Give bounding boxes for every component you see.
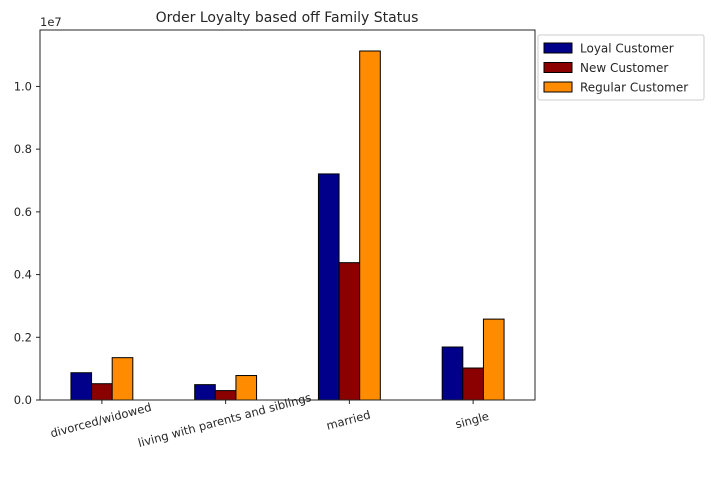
legend-swatch xyxy=(543,42,573,54)
bar xyxy=(111,357,134,401)
legend-label: Regular Customer xyxy=(580,81,688,95)
bar xyxy=(91,383,113,401)
y-tick-label: 0.6 xyxy=(14,205,32,219)
bar xyxy=(70,372,93,401)
legend-box xyxy=(537,34,705,101)
bar xyxy=(194,384,216,401)
bar xyxy=(482,318,505,401)
legend-label: New Customer xyxy=(580,61,668,75)
bar xyxy=(359,50,381,401)
bar xyxy=(214,390,237,401)
plot-frame xyxy=(39,29,536,401)
legend-swatch xyxy=(543,62,573,73)
y-tick-label: 0.2 xyxy=(14,330,32,344)
y-tick-label: 0.0 xyxy=(14,393,32,407)
legend-swatch xyxy=(543,81,573,93)
bar xyxy=(338,262,361,401)
bar xyxy=(235,375,258,401)
y-tick-label: 1.0 xyxy=(14,79,32,93)
bar xyxy=(317,173,340,401)
chart-title: Order Loyalty based off Family Status xyxy=(156,10,419,26)
x-tick-label: single xyxy=(454,409,491,431)
y-tick-label: 0.8 xyxy=(14,142,32,156)
x-tick-label: divorced/widowed xyxy=(49,400,153,440)
legend: Loyal Customer New Customer Regular Custom… xyxy=(537,34,705,101)
legend-label: Loyal Customer xyxy=(580,42,674,56)
bar xyxy=(462,367,484,401)
bars-layer xyxy=(70,50,505,401)
bar xyxy=(441,346,464,401)
x-tick-label: married xyxy=(325,408,372,433)
y-tick-label: 0.4 xyxy=(14,268,32,282)
axis-offset-text: 1e7 xyxy=(40,15,62,29)
